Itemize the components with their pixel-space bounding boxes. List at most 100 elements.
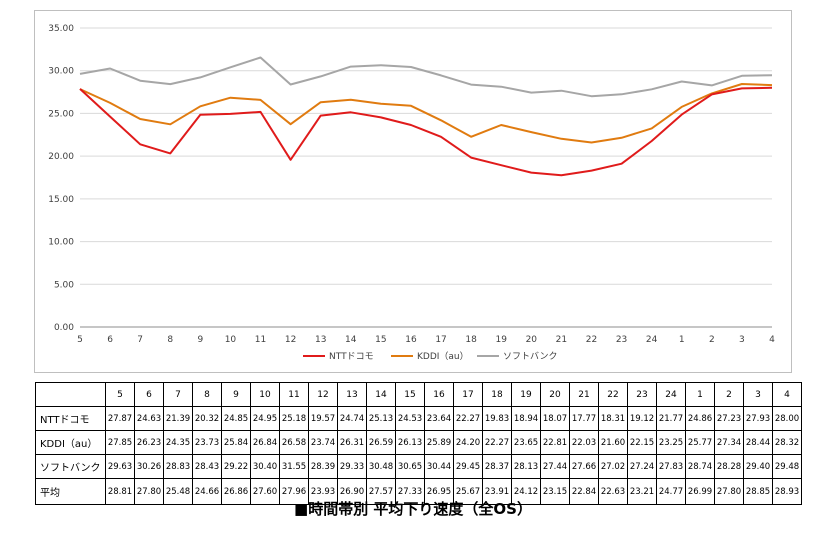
- column-header: 21: [569, 382, 599, 407]
- column-header: 12: [308, 382, 338, 407]
- column-header: 5: [105, 382, 135, 407]
- table-cell: 28.83: [163, 454, 193, 479]
- table-cell: 27.60: [250, 478, 280, 505]
- x-tick-label: 12: [285, 335, 296, 345]
- table-cell: 27.85: [105, 430, 135, 455]
- table-cell: 24.74: [337, 406, 367, 431]
- table-cell: 24.86: [685, 406, 715, 431]
- column-header: 3: [743, 382, 773, 407]
- table-cell: 18.07: [540, 406, 570, 431]
- x-tick-label: 18: [465, 335, 477, 345]
- table-cell: 24.53: [395, 406, 425, 431]
- table-cell: 29.48: [772, 454, 802, 479]
- table-cell: 27.83: [656, 454, 686, 479]
- table-cell: 22.15: [627, 430, 657, 455]
- column-header: 14: [366, 382, 396, 407]
- x-tick-label: 17: [435, 335, 446, 345]
- table-cell: 30.44: [424, 454, 454, 479]
- table-cell: 28.44: [743, 430, 773, 455]
- table-cell: 23.25: [656, 430, 686, 455]
- x-tick-label: 14: [345, 335, 357, 345]
- table-cell: 22.63: [598, 478, 628, 505]
- column-header: 18: [482, 382, 512, 407]
- table-cell: 24.95: [250, 406, 280, 431]
- x-tick-label: 22: [586, 335, 597, 345]
- x-tick-label: 11: [255, 335, 266, 345]
- table-cell: 23.74: [308, 430, 338, 455]
- table-cell: 26.99: [685, 478, 715, 505]
- line-chart: 0.00 5.00 10.00 15.00 20.00 25.00 30.00 35.00 5 6…: [48, 24, 775, 362]
- y-tick-label: 10.00: [48, 238, 74, 248]
- table-cell: 18.31: [598, 406, 628, 431]
- y-tick-label: 20.00: [48, 152, 74, 162]
- table-cell: 27.02: [598, 454, 628, 479]
- table-cell: 31.55: [279, 454, 309, 479]
- table-cell: 29.33: [337, 454, 367, 479]
- table-cell: 27.87: [105, 406, 135, 431]
- x-tick-label: 13: [315, 335, 326, 345]
- y-tick-label: 35.00: [48, 24, 74, 34]
- table-cell: 24.20: [453, 430, 483, 455]
- column-header: 20: [540, 382, 570, 407]
- table-cell: 28.13: [511, 454, 541, 479]
- table-cell: 28.43: [192, 454, 222, 479]
- table-cell: 30.26: [134, 454, 164, 479]
- table-cell: 21.60: [598, 430, 628, 455]
- column-header: 1: [685, 382, 715, 407]
- x-tick-label: 19: [495, 335, 507, 345]
- table-cell: 24.12: [511, 478, 541, 505]
- column-header: 15: [395, 382, 425, 407]
- x-tick-label: 23: [616, 335, 627, 345]
- table-row: NTTドコモ 27.87 24.63 21.39 20.32 24.85 24.95 25.1…: [35, 406, 802, 431]
- table-cell: 23.64: [424, 406, 454, 431]
- column-header: 13: [337, 382, 367, 407]
- column-header: 19: [511, 382, 541, 407]
- data-table: 5 6 7 8 9 10 11 12 13 14 15 16 17 18 19 20 21 22 23 24 1 2 3 4 N…: [35, 382, 802, 505]
- table-cell: 24.85: [221, 406, 251, 431]
- x-tick-label: 2: [709, 335, 715, 345]
- table-cell: 25.13: [366, 406, 396, 431]
- column-header: 22: [598, 382, 628, 407]
- table-cell: 26.31: [337, 430, 367, 455]
- x-tick-label: 21: [556, 335, 567, 345]
- table-cell: 21.39: [163, 406, 193, 431]
- table-cell: 25.77: [685, 430, 715, 455]
- table-cell: 28.93: [772, 478, 802, 505]
- series-line: [79, 86, 773, 177]
- table-cell: 26.13: [395, 430, 425, 455]
- legend-label: ソフトバンク: [503, 351, 557, 362]
- table-cell: 26.86: [221, 478, 251, 505]
- x-tick-label: 5: [77, 335, 83, 345]
- table-cell: 29.45: [453, 454, 483, 479]
- y-tick-label: 0.00: [54, 323, 74, 333]
- x-tick-label: 10: [225, 335, 237, 345]
- table-cell: 26.95: [424, 478, 454, 505]
- table-cell: 28.39: [308, 454, 338, 479]
- x-tick-label: 20: [526, 335, 538, 345]
- table-header-row: 5 6 7 8 9 10 11 12 13 14 15 16 17 18 19 20 21 22 23 24 1 2 3 4: [35, 382, 802, 407]
- y-tick-label: 25.00: [48, 109, 74, 119]
- x-tick-label: 7: [137, 335, 143, 345]
- table-cell: 26.90: [337, 478, 367, 505]
- table-cell: 30.65: [395, 454, 425, 479]
- table-cell: 30.40: [250, 454, 280, 479]
- table-cell: 19.12: [627, 406, 657, 431]
- column-header: 8: [192, 382, 222, 407]
- row-header: ソフトバンク: [35, 454, 106, 479]
- table-cell: 27.93: [743, 406, 773, 431]
- table-cell: 26.23: [134, 430, 164, 455]
- table-cell: 26.59: [366, 430, 396, 455]
- table-cell: 27.57: [366, 478, 396, 505]
- column-header: 10: [250, 382, 280, 407]
- table-cell: 28.00: [772, 406, 802, 431]
- y-tick-label: 5.00: [54, 280, 74, 290]
- series-line: [79, 83, 773, 144]
- table-cell: 27.23: [714, 406, 744, 431]
- table-row: 平均 28.81 27.80 25.48 24.66 26.86 27.60 27.96 23.…: [35, 478, 802, 505]
- column-header: 9: [221, 382, 251, 407]
- series-line: [79, 56, 773, 98]
- table-corner-cell: [35, 382, 106, 407]
- legend-label: NTTドコモ: [329, 352, 374, 362]
- x-tick-label: 4: [769, 335, 775, 345]
- column-header: 23: [627, 382, 657, 407]
